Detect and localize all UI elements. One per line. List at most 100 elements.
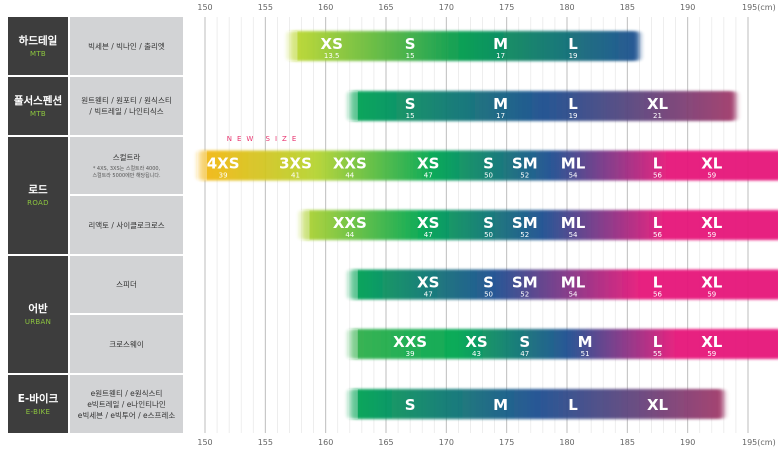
size-label: SM (512, 155, 538, 173)
size-label: XL (701, 333, 723, 351)
size-label: M (578, 333, 593, 351)
size-frame-number: 19 (569, 52, 578, 60)
size-label: L (568, 35, 578, 53)
size-band-row: S M L XL (347, 389, 724, 419)
tick-label-top: 195(cm) (742, 3, 776, 12)
model-note: * 4XS, 3XS는 스컬트라 4000, 스컬트라 5000에만 해당됩니다… (92, 165, 161, 179)
size-label: ML (561, 214, 586, 232)
category-english-name: MTB (29, 109, 47, 118)
size-frame-number: 59 (707, 291, 716, 299)
size-frame-number: 52 (520, 291, 529, 299)
size-frame-number: 21 (653, 112, 662, 120)
model-names: 스컬트라 (112, 152, 141, 162)
size-band (349, 91, 736, 121)
model-cell: 원트웬티 / 원포티 / 원식스티 / 빅트레일 / 나인티식스 (70, 77, 183, 135)
size-frame-number: 54 (569, 172, 578, 180)
model-names: 빅세븐 / 빅나인 / 출리엣 (88, 41, 165, 51)
category-name: 풀서스펜션 (13, 94, 63, 107)
size-label: XL (647, 95, 669, 113)
tick-label-bottom: 165 (378, 438, 393, 447)
size-label: XL (701, 274, 723, 292)
size-frame-number: 50 (484, 291, 493, 299)
size-label: M (493, 95, 508, 113)
new-size-annotation: NEW SIZE (227, 135, 302, 143)
tick-label-bottom: 170 (439, 438, 454, 447)
size-band (349, 329, 778, 359)
category-name: 하드테일 (18, 34, 58, 47)
model-cell: 크로스웨이 (70, 315, 183, 373)
category-block: E-바이크 E-BIKE (8, 375, 68, 433)
size-label: ML (561, 274, 586, 292)
category-name: 어반 (28, 303, 48, 315)
tick-label-top: 180 (559, 3, 574, 12)
band-fade-left (347, 91, 358, 121)
size-label: XXS (393, 333, 427, 351)
size-band (349, 389, 724, 419)
size-frame-number: 56 (653, 172, 662, 180)
size-band (301, 210, 778, 240)
tick-label-top: 170 (439, 3, 454, 12)
size-label: ML (561, 155, 586, 173)
category-english-name: ROAD (27, 199, 49, 207)
size-label: L (653, 155, 663, 173)
size-label: XS (417, 214, 439, 232)
size-label: M (493, 35, 508, 53)
size-label: S (519, 333, 530, 351)
tick-label-top: 160 (318, 3, 333, 12)
size-label: XXS (333, 214, 367, 232)
size-frame-number: 15 (406, 112, 415, 120)
size-frame-number: 59 (707, 172, 716, 180)
band-fade-left (347, 269, 358, 300)
tick-label-top: 190 (680, 3, 695, 12)
model-cell: 스컬트라 * 4XS, 3XS는 스컬트라 4000, 스컬트라 5000에만 해… (70, 137, 183, 194)
size-label: L (568, 396, 578, 414)
size-frame-number: 55 (653, 350, 662, 358)
tick-label-bottom: 190 (680, 438, 695, 447)
size-label: XL (701, 214, 723, 232)
size-label: XS (465, 333, 487, 351)
size-frame-number: 43 (472, 350, 481, 358)
size-label: L (653, 214, 663, 232)
tick-label-bottom: 155 (258, 438, 273, 447)
size-label: S (483, 274, 494, 292)
size-frame-number: 39 (406, 350, 415, 358)
size-frame-number: 52 (520, 172, 529, 180)
tick-label-top: 165 (378, 3, 393, 12)
size-frame-number: 39 (219, 172, 228, 180)
size-frame-number: 50 (484, 231, 493, 239)
size-frame-number: 47 (424, 291, 433, 299)
model-cell: 빅세븐 / 빅나인 / 출리엣 (70, 17, 183, 75)
band-fade-left (347, 389, 358, 419)
size-band (349, 269, 778, 300)
category-english-name: URBAN (24, 318, 52, 326)
tick-label-bottom: 185 (620, 438, 635, 447)
size-label: S (405, 396, 416, 414)
band-fade-left (299, 210, 310, 240)
category-name: 로드 (28, 184, 48, 196)
size-band (289, 31, 640, 61)
band-fade-left (196, 150, 207, 181)
size-frame-number: 47 (424, 172, 433, 180)
size-frame-number: 54 (569, 231, 578, 239)
category-block: 하드테일 MTB (8, 17, 68, 75)
size-label: S (483, 155, 494, 173)
size-frame-number: 59 (707, 350, 716, 358)
band-fade-left (287, 31, 298, 61)
size-frame-number: 50 (484, 172, 493, 180)
size-label: M (493, 396, 508, 414)
model-names: 스피더 (116, 280, 137, 289)
size-label: SM (512, 214, 538, 232)
size-label: 3XS (279, 155, 312, 173)
size-frame-number: 47 (424, 231, 433, 239)
size-label: S (405, 95, 416, 113)
size-frame-number: 44 (345, 172, 354, 180)
model-names: 원트웬티 / 원포티 / 원식스티 / 빅트레일 / 나인티식스 (81, 96, 172, 116)
tick-label-bottom: 195(cm) (742, 438, 776, 447)
model-cell: 리액토 / 사이클로크로스 (70, 196, 183, 254)
tick-label-bottom: 175 (499, 438, 514, 447)
